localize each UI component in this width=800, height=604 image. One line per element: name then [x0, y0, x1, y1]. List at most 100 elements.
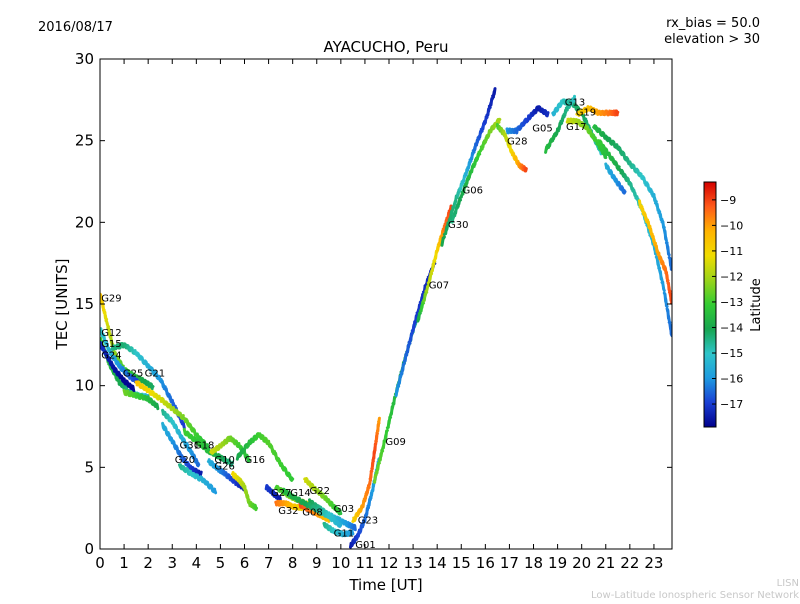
track-segment: [668, 281, 669, 282]
x-tick-label: 15: [452, 554, 471, 572]
x-tick-label: 22: [620, 554, 639, 572]
track-segment: [400, 375, 401, 378]
prn-label: G24: [101, 351, 121, 362]
prn-label: G17: [566, 122, 586, 133]
track-segment: [382, 450, 383, 451]
track-segment: [671, 263, 672, 269]
colorbar-tick-label: −10: [720, 219, 743, 232]
x-tick-label: 0: [95, 554, 105, 572]
track-segment: [406, 355, 407, 356]
elevation-label: elevation > 30: [664, 32, 760, 47]
track-segment: [425, 293, 426, 296]
prn-label: G06: [463, 186, 483, 197]
track-segment: [666, 306, 667, 307]
prn-label: G20: [175, 455, 195, 466]
prn-label: G07: [429, 280, 449, 291]
x-tick-label: 4: [192, 554, 202, 572]
prn-label: G16: [245, 455, 265, 466]
satellite-track: [233, 473, 257, 510]
x-tick-label: 10: [331, 554, 350, 572]
track-segment: [423, 302, 424, 303]
x-tick-label: 16: [476, 554, 495, 572]
prn-label: G32: [278, 506, 298, 517]
track-segment: [617, 112, 618, 113]
track-segment: [547, 113, 548, 116]
prn-label: G27: [271, 488, 291, 499]
track-segment: [658, 262, 659, 267]
track-segment: [624, 192, 625, 193]
x-tick-label: 2: [143, 554, 153, 572]
track-segment: [671, 299, 672, 301]
track-segment: [443, 237, 444, 239]
track-segment: [408, 344, 409, 347]
track-segment: [526, 169, 527, 171]
track-segment: [666, 299, 667, 305]
track-segment: [658, 209, 659, 210]
track-segment: [340, 525, 341, 526]
track-segment: [412, 333, 413, 334]
y-axis-label: TEC [UNITS]: [53, 259, 71, 351]
colorbar-ticks: −9−10−11−12−13−14−15−16−17: [712, 194, 743, 411]
x-tick-label: 6: [240, 554, 250, 572]
track-segment: [404, 364, 405, 365]
prn-label: G26: [214, 462, 234, 473]
prn-label: G28: [507, 137, 527, 148]
track-segment: [398, 386, 399, 387]
x-tick-label: 5: [216, 554, 226, 572]
x-tick-label: 23: [644, 554, 663, 572]
track-segment: [157, 404, 158, 408]
prn-label: G18: [194, 441, 214, 452]
colorbar-tick-label: −11: [720, 245, 743, 258]
footer-lisn: LISN: [777, 578, 799, 589]
y-tick-label: 25: [75, 132, 94, 150]
track-segment: [355, 526, 356, 530]
y-tick-label: 30: [75, 50, 94, 68]
track-segment: [256, 508, 257, 509]
colorbar-tick-label: −12: [720, 270, 743, 283]
track-segment: [292, 479, 293, 480]
track-segment: [494, 89, 495, 95]
x-tick-label: 13: [404, 554, 423, 572]
track-segment: [664, 289, 665, 291]
track-segment: [656, 254, 657, 255]
prn-label: G25: [123, 369, 143, 380]
prn-label: G12: [101, 328, 121, 339]
colorbar-label: Latitude: [749, 278, 764, 332]
prn-label: G14: [290, 488, 310, 499]
x-tick-label: 17: [500, 554, 519, 572]
track-segment: [669, 254, 670, 255]
prn-label: G09: [385, 437, 405, 448]
x-tick-label: 1: [119, 554, 129, 572]
track-segment: [392, 405, 393, 409]
track-segment: [420, 305, 421, 306]
track-segment: [666, 237, 667, 240]
colorbar-tick-label: −16: [720, 373, 743, 386]
y-tick-label: 5: [84, 458, 94, 476]
x-tick-label: 7: [264, 554, 274, 572]
satellite-track: [452, 119, 500, 222]
track-segment: [486, 117, 487, 118]
track-segment: [492, 98, 493, 99]
footer-network: Low-Latitude Ionospheric Sensor Network: [591, 590, 799, 600]
colorbar-tick-label: −17: [720, 398, 743, 411]
x-tick-label: 18: [524, 554, 543, 572]
rx-bias-label: rx_bias = 50.0: [666, 16, 760, 31]
prn-label: G23: [358, 516, 378, 527]
x-tick-label: 19: [548, 554, 567, 572]
chart-title: AYACUCHO, Peru: [323, 38, 448, 56]
track-segment: [499, 119, 500, 120]
colorbar: [704, 182, 716, 427]
track-segment: [467, 170, 468, 171]
y-tick-label: 15: [75, 295, 94, 313]
track-segment: [433, 262, 434, 266]
track-segment: [215, 490, 216, 493]
track-segment: [200, 472, 201, 475]
series-layer: [100, 89, 672, 547]
track-segment: [183, 423, 184, 428]
x-tick-label: 9: [312, 554, 322, 572]
date-label: 2016/08/17: [38, 20, 113, 35]
x-tick-label: 21: [596, 554, 615, 572]
prn-label: G11: [334, 529, 354, 540]
track-segment: [669, 316, 670, 320]
